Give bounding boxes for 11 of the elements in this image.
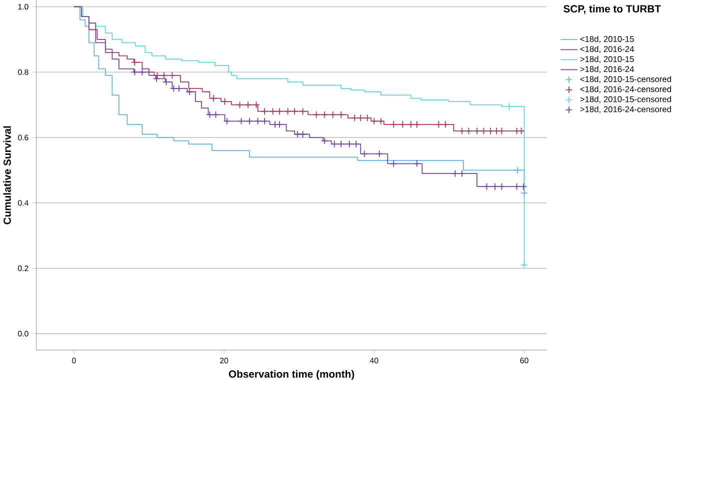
legend-label: <18d, 2010-15-censored bbox=[580, 76, 671, 83]
legend-label: <18d, 2016-24 bbox=[580, 46, 634, 53]
legend-label: >18d, 2016-24 bbox=[580, 66, 634, 73]
y-axis-title: Cumulative Survival bbox=[3, 126, 11, 224]
legend-label: >18d, 2010-15-censored bbox=[580, 96, 671, 103]
legend-label: <18d, 2016-24-censored bbox=[580, 86, 671, 93]
legend-label: <18d, 2010-15 bbox=[580, 36, 634, 43]
legend-label: >18d, 2010-15 bbox=[580, 56, 634, 63]
legend-title: SCP, time to TURBT bbox=[564, 4, 661, 14]
x-axis-title: Observation time (month) bbox=[228, 370, 354, 380]
legend-label: >18d, 2016-24-censored bbox=[580, 106, 671, 113]
